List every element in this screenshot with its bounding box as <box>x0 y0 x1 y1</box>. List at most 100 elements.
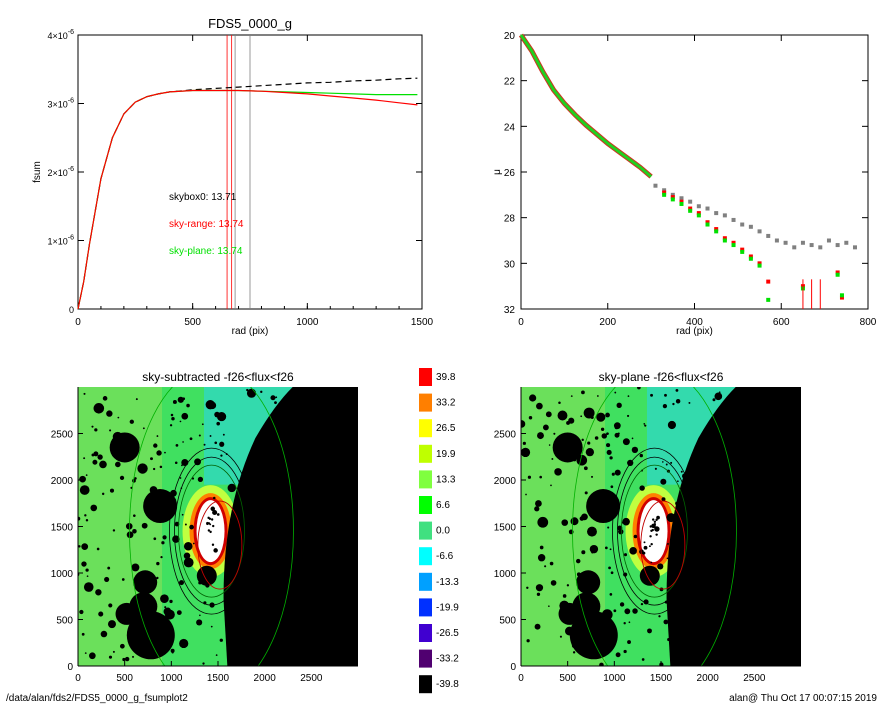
plot1-xtick-label: 500 <box>184 317 201 328</box>
plot2-ytick-label: 20 <box>504 31 516 42</box>
plot2-xtick-label: 400 <box>686 317 703 328</box>
image1-title: sky-subtracted -f26<flux<f26 <box>142 370 294 384</box>
plot1-series-1 <box>77 89 418 310</box>
colorbar-swatch <box>419 470 432 489</box>
colorbar-swatch <box>419 419 432 438</box>
plot2-point <box>714 227 719 232</box>
plot2-point <box>835 243 840 248</box>
plot2-xtick-label: 800 <box>860 317 877 328</box>
image1-ytick-label: 1000 <box>51 569 74 580</box>
plot2-point <box>835 270 840 275</box>
colorbar-swatch <box>419 649 432 668</box>
colorbar-swatch <box>419 572 432 591</box>
colorbar-swatch <box>419 368 432 386</box>
plot1-ylabel: fsum <box>32 161 43 183</box>
plot2-point <box>757 263 762 268</box>
image1-xtick-label: 2500 <box>300 673 323 684</box>
image1-ytick-label: 500 <box>56 616 73 627</box>
plot1-series-0 <box>77 77 418 310</box>
plot1-title: FDS5_0000_g <box>208 16 292 31</box>
image1-mask-circle <box>115 602 138 625</box>
plot2-point <box>748 224 753 229</box>
plot2-point <box>714 211 719 216</box>
plot2-point <box>670 192 675 197</box>
plot2-point <box>783 240 788 245</box>
colorbar-label: -19.9 <box>436 602 459 613</box>
colorbar-label: 39.8 <box>436 372 456 383</box>
plot2-point <box>679 201 684 206</box>
plot2-point <box>748 256 753 261</box>
image1-image <box>78 387 358 666</box>
image2-image <box>521 387 801 666</box>
image1-aperture-outer <box>129 387 294 666</box>
colorbar-label: 6.6 <box>436 500 450 511</box>
image1-mask-circle <box>143 489 178 524</box>
image1-xtick-label: 1000 <box>160 673 183 684</box>
plot2-point <box>731 217 736 222</box>
image2-aperture-red <box>640 500 686 590</box>
image2-xtick-label: 0 <box>518 673 524 684</box>
plot2-point <box>740 222 745 227</box>
image2-xtick-label: 1000 <box>603 673 626 684</box>
colorbar-label: -39.8 <box>436 679 459 690</box>
plot2-frame <box>520 34 869 310</box>
image2-ytick-label: 2500 <box>494 430 517 441</box>
plot2-point <box>826 238 831 243</box>
image1-xtick-label: 2000 <box>254 673 277 684</box>
plot2-point <box>740 247 745 252</box>
plot2-ytick-label: 32 <box>504 305 516 316</box>
image1-aperture <box>169 447 254 615</box>
plot1-ytick-label: 3×10-6 <box>47 98 74 110</box>
colorbar-swatch <box>419 598 432 617</box>
image2-ytick-label: 1000 <box>494 569 517 580</box>
image2-mask-circle <box>576 570 601 595</box>
plot2-point <box>688 199 693 204</box>
image2-mask-circle <box>552 432 583 463</box>
plot2-ytick-label: 24 <box>504 122 516 133</box>
plot2-point <box>705 222 710 227</box>
colorbar-swatch <box>419 444 432 463</box>
plot2-xtick-label: 200 <box>599 317 616 328</box>
plot2-point <box>748 254 753 259</box>
colorbar-swatch <box>419 624 432 642</box>
plot2-point <box>835 272 840 277</box>
plot2-profile-core-green <box>519 34 653 178</box>
image1-mask-circle <box>126 611 175 660</box>
plot2-point <box>705 220 710 225</box>
plot1-ytick-label: 4×10-6 <box>47 29 74 41</box>
plot2-point <box>679 196 684 201</box>
image2-ytick-label: 1500 <box>494 523 517 534</box>
plot2-xtick-label: 0 <box>518 317 524 328</box>
plot1-annotation: skybox0: 13.71 <box>169 192 237 203</box>
plot2-point <box>688 208 693 213</box>
plot2-point <box>800 240 805 245</box>
image1-aperture <box>174 456 249 606</box>
plot2-xtick-label: 600 <box>773 317 790 328</box>
image1-ytick-label: 2500 <box>51 430 74 441</box>
plot2-point <box>722 213 727 218</box>
plot1-ytick-label: 0 <box>69 305 74 315</box>
plot2-point <box>839 295 844 300</box>
plot2-ylabel: μ <box>492 169 503 175</box>
plot2-point <box>766 279 771 284</box>
plot2-point <box>731 240 736 245</box>
plot1-xlabel: rad (pix) <box>232 326 269 337</box>
colorbar-label: 26.5 <box>436 423 456 434</box>
plot2-point <box>722 236 727 241</box>
plot1-series-2 <box>77 89 418 310</box>
plot2-point <box>757 229 762 234</box>
plot2-point <box>696 204 701 209</box>
plot2-point <box>714 229 719 234</box>
image2-mask-circle <box>586 489 621 524</box>
image2-ytick-label: 2000 <box>494 476 517 487</box>
image2-xtick-label: 1500 <box>650 673 673 684</box>
plot2-point <box>792 245 797 250</box>
image1-ytick-label: 1500 <box>51 523 74 534</box>
image2-masked-region <box>666 387 801 666</box>
plot1-annotation: sky-plane: 13.74 <box>169 246 243 257</box>
plot2-ytick-label: 30 <box>504 259 516 270</box>
plot2-point <box>662 188 667 193</box>
image1-aperture-red <box>197 500 243 590</box>
plot2-point <box>670 197 675 202</box>
plot1-xtick-label: 1000 <box>296 317 319 328</box>
